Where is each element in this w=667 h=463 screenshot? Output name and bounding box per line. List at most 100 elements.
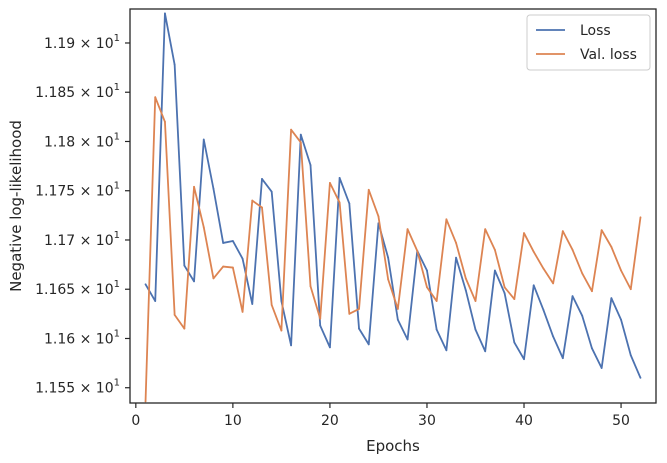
series-1-point-34	[464, 277, 467, 280]
x-tick-label-20: 20	[321, 413, 339, 429]
series-0-point-34	[464, 289, 467, 292]
series-0-point-20	[329, 346, 331, 349]
series-0-point-26	[387, 256, 390, 259]
series-line-0	[144, 12, 642, 379]
x-axis-ticks: 0 10 20 30 40 50	[131, 403, 630, 429]
series-1-point-27	[396, 308, 399, 310]
series-1-point-37	[494, 248, 496, 251]
series-0-point-38	[503, 292, 506, 295]
series-0-point-37	[494, 269, 496, 272]
series-0-point-51	[629, 354, 632, 357]
series-1-point-49	[610, 245, 613, 248]
series-0-point-47	[591, 347, 593, 350]
series-1-point-11	[241, 310, 244, 313]
series-0-point-45	[571, 295, 574, 298]
series-1-point-19	[319, 317, 322, 320]
series-1-point-47	[591, 290, 593, 293]
legend-box	[526, 14, 651, 71]
series-0-point-2	[154, 300, 157, 302]
series-1-point-38	[503, 286, 506, 289]
series-0-point-10	[231, 240, 234, 242]
y-tick-label-1.16: 1.16 × 101	[44, 328, 120, 347]
series-0-point-44	[561, 357, 564, 360]
x-tick-label-10: 10	[224, 413, 242, 429]
x-tick-label-30: 30	[418, 413, 436, 429]
series-0-point-12	[251, 303, 254, 305]
series-0-point-43	[552, 335, 555, 338]
series-0-point-35	[474, 328, 477, 331]
series-1-point-35	[474, 300, 477, 302]
series-0-point-6	[193, 280, 195, 283]
series-1-point-39	[513, 298, 516, 300]
series-0-point-22	[348, 202, 351, 205]
series-0-point-31	[435, 328, 438, 331]
series-0-point-28	[406, 338, 409, 341]
series-1-point-9	[222, 265, 225, 268]
y-axis-ticks: 1.155 × 101 1.16 × 101 1.165 × 101 1.17 × 1…	[35, 33, 130, 397]
series-0-point-42	[542, 309, 545, 311]
series-1-point-14	[270, 304, 273, 306]
series-1-point-33	[455, 242, 457, 244]
series-0-point-30	[426, 269, 428, 272]
series-1-point-12	[251, 199, 254, 202]
series-0-point-16	[290, 344, 292, 347]
y-tick-label-1.155: 1.155 × 101	[35, 378, 120, 397]
series-1-point-31	[435, 300, 438, 302]
series-1-point-3	[164, 120, 166, 123]
series-1-point-6	[193, 185, 195, 188]
series-0-point-32	[445, 349, 448, 352]
series-1-point-7	[202, 226, 205, 229]
series-1-point-21	[338, 201, 341, 204]
series-0-point-14	[270, 190, 273, 193]
series-1-point-20	[329, 181, 331, 184]
series-1-point-22	[348, 312, 351, 315]
series-1-point-15	[280, 329, 283, 332]
y-tick-label-1.18: 1.18 × 101	[44, 131, 120, 150]
series-1-point-4	[173, 313, 176, 316]
series-1-point-25	[377, 215, 380, 218]
x-tick-label-40: 40	[515, 413, 533, 429]
legend-label-val-loss: Val. loss	[580, 47, 637, 63]
series-1-point-36	[484, 228, 487, 231]
series-0-point-41	[532, 284, 535, 287]
series-0-point-49	[610, 297, 613, 299]
x-tick-label-0: 0	[131, 413, 140, 429]
series-0-point-13	[261, 178, 263, 180]
series-0-point-18	[309, 164, 312, 167]
plot-frame	[129, 8, 657, 404]
series-1-point-10	[231, 266, 234, 269]
series-0-point-5	[183, 264, 186, 267]
series-0-point-23	[358, 327, 360, 330]
series-0-point-24	[367, 343, 370, 346]
series-layer	[144, 12, 642, 403]
y-tick-label-1.17: 1.17 × 101	[44, 230, 120, 249]
series-1-point-16	[290, 128, 292, 131]
y-axis-label: Negative log-likelihood	[7, 120, 25, 292]
series-1-point-41	[532, 250, 535, 253]
series-0-point-9	[222, 242, 225, 244]
legend-label-loss: Loss	[580, 23, 611, 39]
series-1-point-43	[552, 282, 555, 285]
series-1-point-24	[367, 188, 370, 191]
series-1-point-23	[358, 308, 360, 310]
series-0-point-15	[280, 300, 283, 302]
series-1-point-5	[183, 327, 186, 330]
series-1-point-13	[261, 206, 263, 209]
series-1-point-45	[571, 248, 574, 251]
series-1-point-18	[309, 285, 312, 288]
x-axis-label: Epochs	[366, 437, 420, 455]
y-tick-label-1.165: 1.165 × 101	[35, 279, 120, 298]
series-0-point-27	[396, 318, 399, 321]
series-1-point-29	[416, 249, 419, 252]
series-1-point-32	[445, 218, 448, 221]
series-0-point-36	[484, 350, 487, 353]
series-0-point-21	[338, 177, 341, 179]
y-tick-label-1.19: 1.19 × 101	[44, 33, 120, 52]
series-0-point-11	[241, 257, 244, 260]
series-1-point-44	[561, 230, 564, 233]
series-0-point-17	[299, 133, 302, 136]
series-1-point-40	[523, 232, 525, 234]
series-1-point-52	[639, 216, 642, 219]
series-1-point-48	[600, 229, 603, 232]
series-0-point-7	[202, 138, 205, 141]
